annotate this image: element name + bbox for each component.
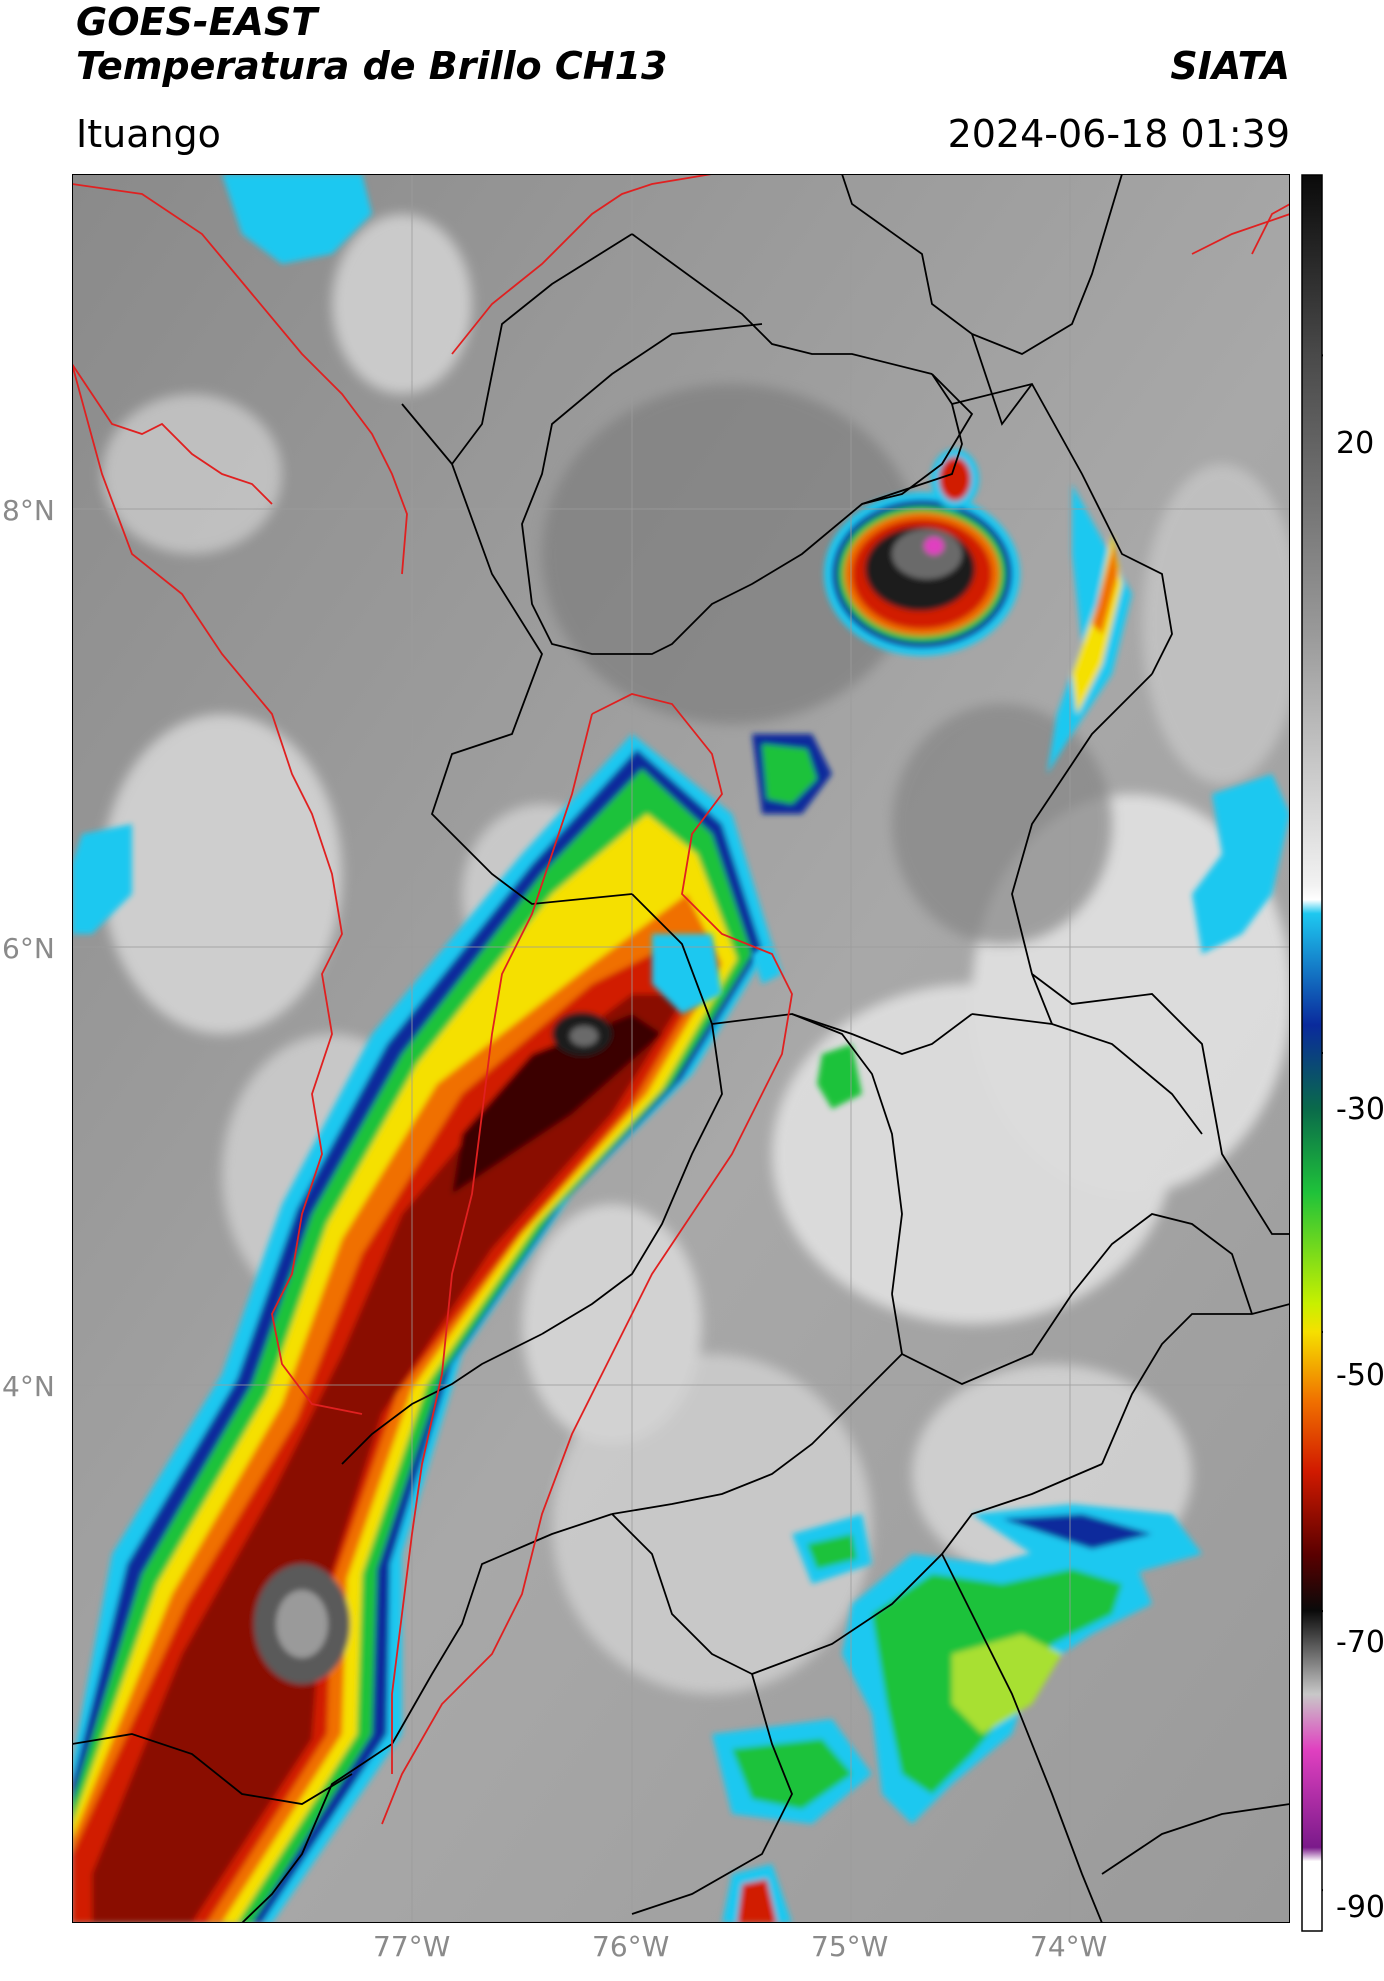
brand-label: SIATA [1170, 44, 1290, 88]
colorbar [1301, 174, 1323, 1932]
department-borders [72, 174, 1290, 1923]
lat-label: 8°N [2, 494, 55, 527]
lat-label: 6°N [2, 932, 55, 965]
lon-label: 75°W [811, 1930, 889, 1963]
minor-cloud-cells [72, 174, 1290, 1109]
satellite-title: GOES-EAST [76, 0, 318, 44]
dark-cloud-free-area [542, 384, 1112, 944]
storm-cell-north [824, 449, 1020, 656]
colorbar-tick-label: -70 [1336, 1625, 1384, 1660]
product-title: Temperatura de Brillo CH13 [76, 44, 668, 88]
storm-cluster-southeast [712, 1504, 1202, 1923]
location-label: Ituango [76, 112, 221, 156]
lon-label: 76°W [592, 1930, 670, 1963]
datetime-label: 2024-06-18 01:39 [947, 112, 1290, 156]
lon-label: 74°W [1030, 1930, 1108, 1963]
colorbar-tick-label: -50 [1336, 1358, 1384, 1393]
colorbar-tick-label: -90 [1336, 1890, 1384, 1925]
lat-label: 4°N [2, 1370, 55, 1403]
colorbar-gradient [1301, 174, 1323, 1932]
lon-label: 77°W [373, 1930, 451, 1963]
satellite-map[interactable] [72, 174, 1290, 1923]
storm-band-east [1047, 484, 1132, 774]
colorbar-tick-label: -30 [1336, 1092, 1384, 1127]
colorbar-tick-label: 20 [1336, 426, 1375, 461]
country-borders [72, 174, 1290, 1825]
